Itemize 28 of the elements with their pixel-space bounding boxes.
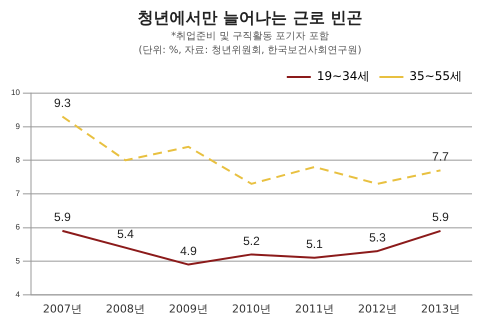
x-tick-label: 2007년 xyxy=(42,302,82,316)
chart-title: 청년에서만 늘어나는 근로 빈곤 xyxy=(136,8,364,29)
data-label: 5.9 xyxy=(54,210,72,224)
y-tick-label: 10 xyxy=(10,88,20,98)
data-label: 7.7 xyxy=(432,150,450,164)
y-tick-label: 5 xyxy=(15,256,20,266)
y-tick-label: 7 xyxy=(15,189,20,198)
x-tick-label: 2012년 xyxy=(358,302,397,316)
y-tick-label: 8 xyxy=(15,155,20,164)
data-label: 4.9 xyxy=(180,244,198,258)
x-tick-label: 2010년 xyxy=(232,302,271,316)
x-tick-label: 2008년 xyxy=(106,302,145,316)
x-tick-label: 2011년 xyxy=(294,302,334,316)
x-tick-label: 2009년 xyxy=(168,302,208,316)
chart-subtitle: *취업준비 및 구직활동 포기자 포함 xyxy=(170,30,330,43)
legend-label: 35~55세 xyxy=(409,69,462,84)
data-label: 9.3 xyxy=(54,96,72,110)
data-label: 5.2 xyxy=(243,234,260,248)
legend-label: 19~34세 xyxy=(316,69,370,84)
text: (단위: %, 자료: 청년위원회, 한국보건사회연구원) xyxy=(137,44,363,57)
data-label: 5.9 xyxy=(432,210,450,224)
x-tick-label: 2013년 xyxy=(420,302,460,316)
data-label: 5.1 xyxy=(306,237,324,252)
y-tick-label: 4 xyxy=(15,290,20,300)
y-tick-label: 6 xyxy=(15,222,20,232)
y-tick-label: 9 xyxy=(15,122,20,131)
data-label: 5.3 xyxy=(369,230,386,244)
data-label: 5.4 xyxy=(117,227,134,242)
